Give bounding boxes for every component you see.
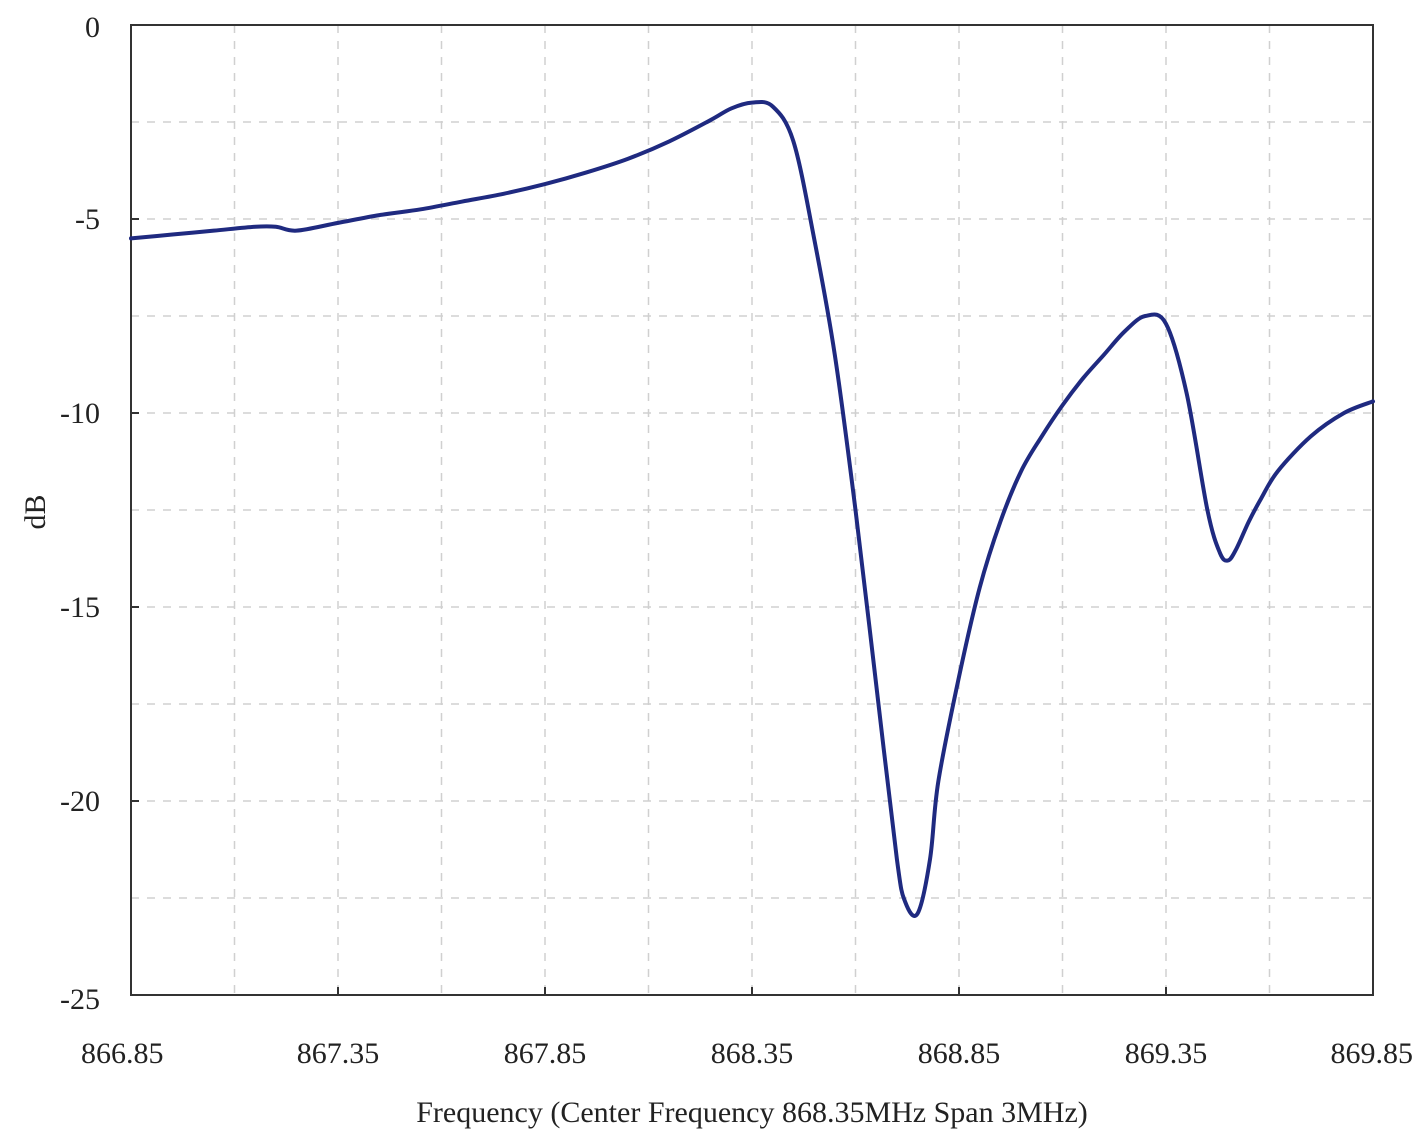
grid — [131, 25, 1373, 995]
y-tick-label: -20 — [60, 785, 100, 818]
y-tick-label: -5 — [75, 203, 100, 236]
x-tick-label: 868.85 — [918, 1037, 1001, 1070]
y-tick-label: -10 — [60, 397, 100, 430]
x-tick-label: 867.35 — [297, 1037, 380, 1070]
y-tick-labels: 0 -5 -10 -15 -20 -25 — [60, 11, 139, 1016]
x-tick-label: 868.35 — [711, 1037, 794, 1070]
x-tick-label: 866.85 — [81, 1037, 164, 1070]
x-tick-label: 867.85 — [504, 1037, 587, 1070]
x-tick-label: 869.35 — [1125, 1037, 1208, 1070]
x-tick-labels: 866.85 867.35 867.85 868.35 868.85 869.35 869.… — [81, 987, 1413, 1070]
y-axis-title: dB — [19, 494, 52, 529]
series-line — [129, 99, 1375, 918]
y-tick-label: 0 — [85, 11, 100, 44]
y-tick-label: -15 — [60, 591, 100, 624]
y-tick-label: -25 — [60, 983, 100, 1016]
x-tick-label: 869.85 — [1331, 1037, 1414, 1070]
x-axis-title: Frequency (Center Frequency 868.35MHz Sp… — [416, 1096, 1088, 1129]
